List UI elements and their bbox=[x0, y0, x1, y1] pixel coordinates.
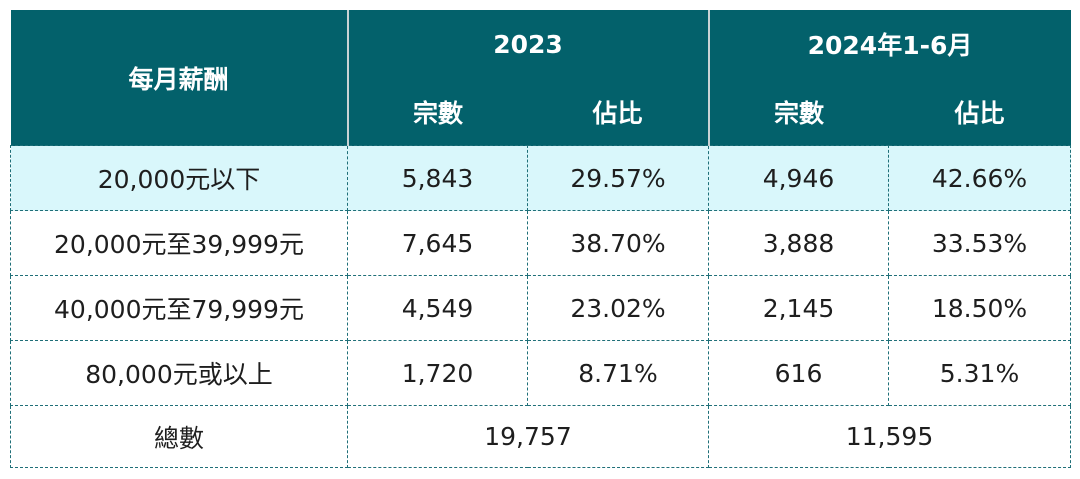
cell: 5.31% bbox=[888, 340, 1071, 406]
sub-header: 宗數 bbox=[707, 78, 889, 146]
total-row: 總數 19,757 11,595 bbox=[10, 405, 1071, 468]
cell: 4,946 bbox=[708, 145, 889, 211]
sub-header: 佔比 bbox=[527, 78, 709, 146]
cell: 5,843 bbox=[347, 145, 528, 211]
header-title: 每月薪酬 bbox=[10, 10, 348, 146]
table-row: 20,000元至39,999元 7,645 38.70% 3,888 33.53% bbox=[10, 210, 1071, 276]
cell: 29.57% bbox=[527, 145, 709, 211]
cell: 23.02% bbox=[527, 275, 709, 341]
table-body: 20,000元以下 5,843 29.57% 4,946 42.66% 20,000元至3… bbox=[10, 145, 1071, 468]
group-header: 2024年1-6月 bbox=[707, 10, 1071, 78]
cell: 33.53% bbox=[888, 210, 1071, 276]
salary-table: 每月薪酬 2023 2024年1-6月 宗數 佔比 宗數 佔比 20,000元以… bbox=[10, 10, 1071, 468]
row-label: 80,000元或以上 bbox=[10, 340, 348, 406]
cell: 4,549 bbox=[347, 275, 528, 341]
total-label: 總數 bbox=[10, 405, 348, 468]
cell: 7,645 bbox=[347, 210, 528, 276]
table-row: 40,000元至79,999元 4,549 23.02% 2,145 18.50% bbox=[10, 275, 1071, 341]
table-row: 80,000元或以上 1,720 8.71% 616 5.31% bbox=[10, 340, 1071, 406]
cell: 616 bbox=[708, 340, 889, 406]
cell: 38.70% bbox=[527, 210, 709, 276]
total-value: 19,757 bbox=[347, 405, 709, 468]
total-value: 11,595 bbox=[708, 405, 1071, 468]
sub-header: 宗數 bbox=[346, 78, 528, 146]
row-label: 20,000元至39,999元 bbox=[10, 210, 348, 276]
table-row: 20,000元以下 5,843 29.57% 4,946 42.66% bbox=[10, 145, 1071, 211]
cell: 8.71% bbox=[527, 340, 709, 406]
cell: 3,888 bbox=[708, 210, 889, 276]
cell: 1,720 bbox=[347, 340, 528, 406]
sub-header: 佔比 bbox=[888, 78, 1071, 146]
cell: 2,145 bbox=[708, 275, 889, 341]
cell: 42.66% bbox=[888, 145, 1071, 211]
row-label: 20,000元以下 bbox=[10, 145, 348, 211]
cell: 18.50% bbox=[888, 275, 1071, 341]
row-label: 40,000元至79,999元 bbox=[10, 275, 348, 341]
group-header: 2023 bbox=[346, 10, 709, 78]
